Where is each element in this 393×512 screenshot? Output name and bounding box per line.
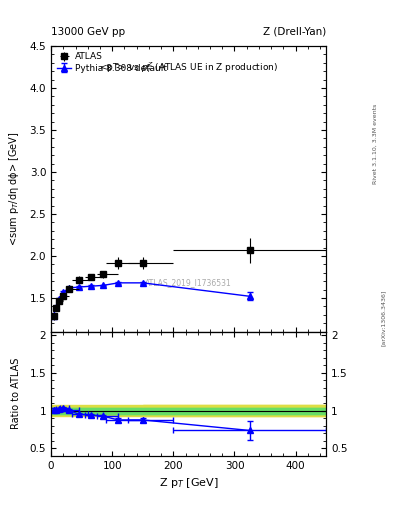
Text: 13000 GeV pp: 13000 GeV pp <box>51 27 125 37</box>
Text: [arXiv:1306.3436]: [arXiv:1306.3436] <box>381 289 386 346</box>
X-axis label: Z p$_T$ [GeV]: Z p$_T$ [GeV] <box>159 476 219 490</box>
Y-axis label: Ratio to ATLAS: Ratio to ATLAS <box>11 358 21 429</box>
Legend: ATLAS, Pythia 8.308 default: ATLAS, Pythia 8.308 default <box>55 51 168 75</box>
Text: Z (Drell-Yan): Z (Drell-Yan) <box>263 27 326 37</box>
Y-axis label: <sum p$_T$/dη dϕ> [GeV]: <sum p$_T$/dη dϕ> [GeV] <box>7 132 21 246</box>
Text: Rivet 3.1.10, 3.3M events: Rivet 3.1.10, 3.3M events <box>373 103 378 183</box>
Text: ATLAS_2019_I1736531: ATLAS_2019_I1736531 <box>145 279 232 288</box>
Text: <pT> vs $p_T^Z$ (ATLAS UE in Z production): <pT> vs $p_T^Z$ (ATLAS UE in Z productio… <box>99 60 278 75</box>
